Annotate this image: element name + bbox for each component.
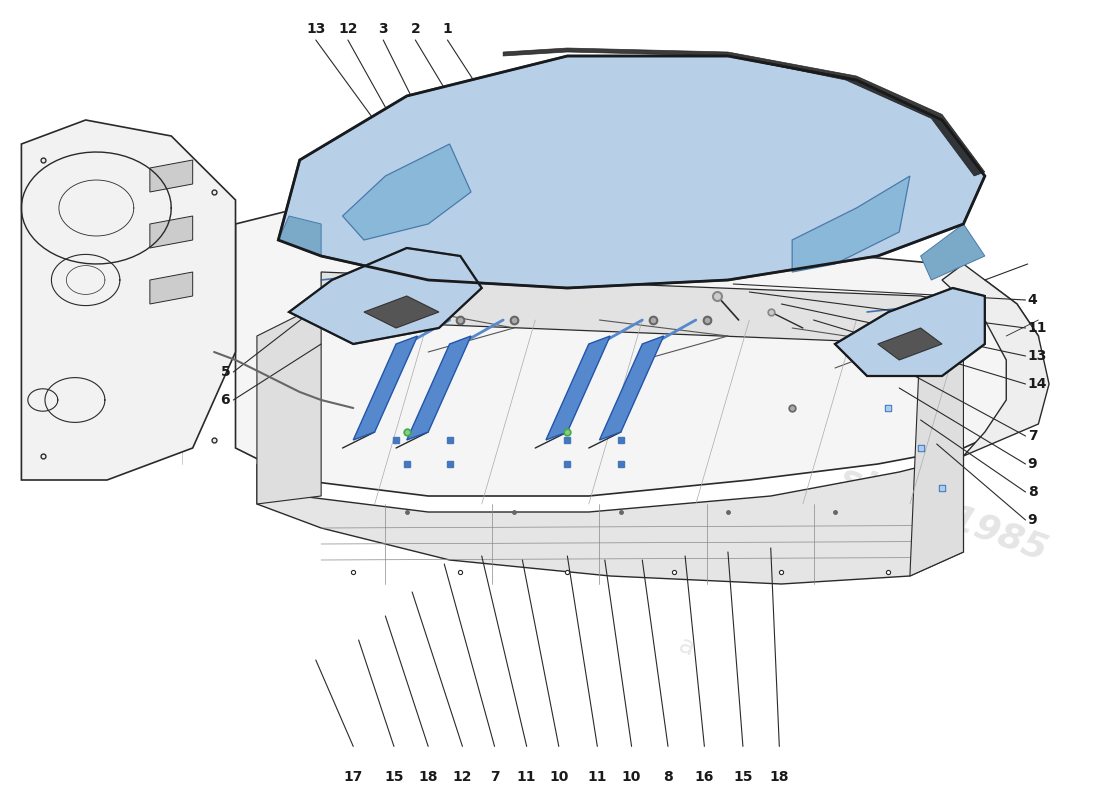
Polygon shape xyxy=(546,336,611,440)
Text: 18: 18 xyxy=(418,770,438,784)
Polygon shape xyxy=(150,160,192,192)
Text: 10: 10 xyxy=(549,770,569,784)
Text: 14: 14 xyxy=(1027,377,1047,391)
Polygon shape xyxy=(342,144,471,240)
Text: 15: 15 xyxy=(384,770,404,784)
Text: 2: 2 xyxy=(410,22,420,36)
Polygon shape xyxy=(942,264,1049,456)
Polygon shape xyxy=(150,216,192,248)
Text: 5: 5 xyxy=(220,365,230,379)
Text: 3: 3 xyxy=(378,22,388,36)
Text: 11: 11 xyxy=(517,770,537,784)
Text: 9: 9 xyxy=(1027,513,1037,527)
Text: 18: 18 xyxy=(770,770,789,784)
Text: 17: 17 xyxy=(343,770,363,784)
Polygon shape xyxy=(278,56,984,288)
Polygon shape xyxy=(600,336,663,440)
Text: 11: 11 xyxy=(1027,321,1047,335)
Polygon shape xyxy=(921,224,984,280)
Polygon shape xyxy=(353,336,418,440)
Polygon shape xyxy=(407,336,471,440)
Polygon shape xyxy=(792,176,910,272)
Polygon shape xyxy=(257,456,964,584)
Polygon shape xyxy=(150,272,192,304)
Text: 10: 10 xyxy=(621,770,641,784)
Text: 11: 11 xyxy=(587,770,607,784)
Polygon shape xyxy=(235,208,1038,496)
Polygon shape xyxy=(910,328,964,576)
Polygon shape xyxy=(364,296,439,328)
Polygon shape xyxy=(878,328,942,360)
Polygon shape xyxy=(21,120,235,480)
Polygon shape xyxy=(503,48,984,176)
Text: 7: 7 xyxy=(490,770,499,784)
Text: 4: 4 xyxy=(1027,293,1037,307)
Text: 12: 12 xyxy=(338,22,358,36)
Text: 9: 9 xyxy=(1027,457,1037,471)
Text: 7: 7 xyxy=(1027,429,1037,443)
Text: 15: 15 xyxy=(734,770,752,784)
Polygon shape xyxy=(321,272,964,344)
Text: 6: 6 xyxy=(220,393,230,407)
Text: 8: 8 xyxy=(663,770,673,784)
Text: 8: 8 xyxy=(1027,485,1037,499)
Polygon shape xyxy=(835,288,984,376)
Text: 1: 1 xyxy=(442,22,452,36)
Polygon shape xyxy=(257,304,321,504)
Text: 13: 13 xyxy=(306,22,326,36)
Text: 12: 12 xyxy=(453,770,472,784)
Polygon shape xyxy=(278,216,321,256)
Polygon shape xyxy=(289,248,482,344)
Text: 13: 13 xyxy=(1027,349,1047,363)
Text: since 1985: since 1985 xyxy=(835,460,1052,567)
Text: a: a xyxy=(674,634,697,661)
Text: 16: 16 xyxy=(695,770,714,784)
